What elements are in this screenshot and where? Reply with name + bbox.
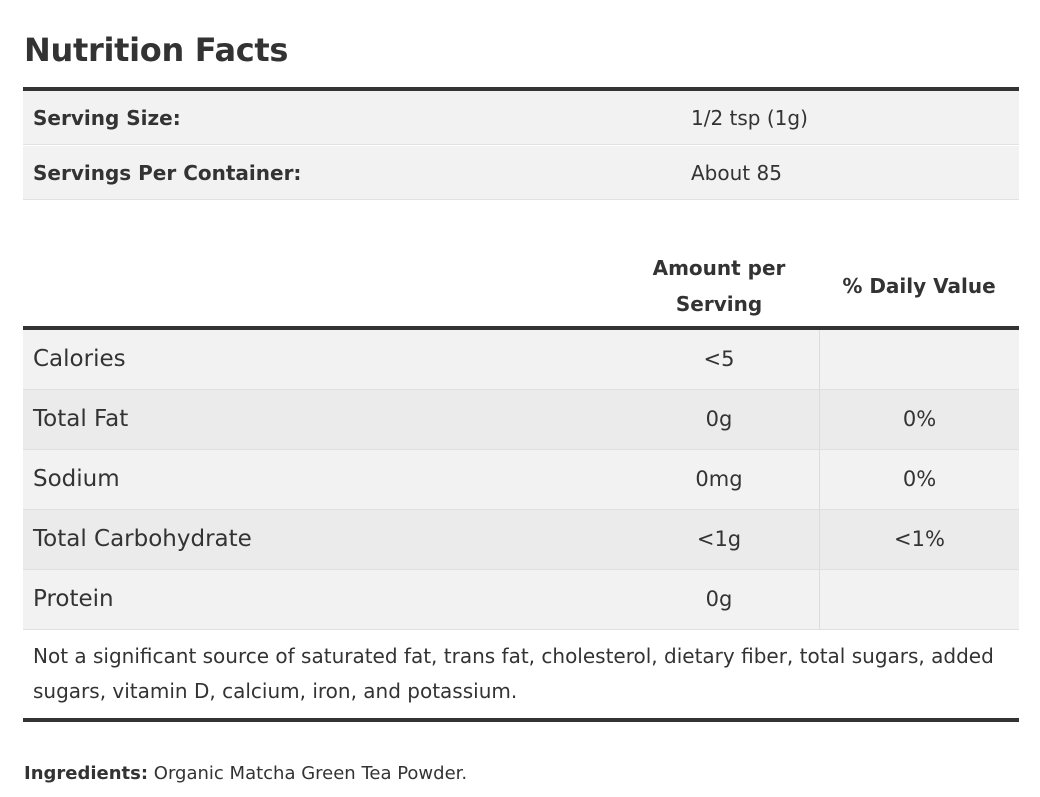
bottom-divider [23,718,1019,722]
page-title: Nutrition Facts [24,31,289,69]
nutrient-daily-value: <1% [819,510,1019,569]
nutrient-name: Sodium [33,466,120,492]
ingredients-line: Ingredients: Organic Matcha Green Tea Po… [24,760,467,788]
serving-size-value: 1/2 tsp (1g) [691,106,808,130]
nutrient-row-total-fat: Total Fat 0g 0% [23,390,1019,450]
nutrient-name: Total Fat [33,406,129,432]
servings-per-container-label: Servings Per Container: [33,161,302,185]
nutrient-daily-value [819,570,1019,629]
nutrition-footnote: Not a significant source of saturated fa… [33,644,994,703]
nutrient-daily-value: 0% [819,390,1019,449]
nutrient-amount: 0mg [695,467,743,491]
nutrient-amount: 0g [705,587,733,611]
nutrient-name: Protein [33,586,114,612]
nutrient-name: Total Carbohydrate [33,526,252,552]
ingredients-label: Ingredients: [24,763,149,784]
amount-header-line1: Amount per [652,256,786,280]
serving-size-label: Serving Size: [33,106,181,130]
nutrient-row-calories: Calories <5 [23,330,1019,390]
ingredients-text: Organic Matcha Green Tea Powder. [148,763,468,784]
nutrient-row-sodium: Sodium 0mg 0% [23,450,1019,510]
top-divider [23,87,1019,91]
nutrient-daily-value: 0% [819,450,1019,509]
daily-value-header-label: % Daily Value [842,274,996,298]
servings-per-container-row: Servings Per Container: About 85 [23,146,1019,200]
nutrient-row-protein: Protein 0g [23,570,1019,630]
nutrient-amount: 0g [705,407,733,431]
serving-size-row: Serving Size: 1/2 tsp (1g) [23,91,1019,145]
nutrient-amount: <1g [696,527,742,551]
amount-per-serving-header: Amount per Serving [619,244,819,328]
amount-header-line2: Serving [675,292,763,316]
servings-per-container-value: About 85 [691,161,782,185]
nutrient-row-total-carbohydrate: Total Carbohydrate <1g <1% [23,510,1019,570]
daily-value-header: % Daily Value [819,244,1019,328]
nutrient-daily-value [819,330,1019,389]
nutrient-amount: <5 [703,347,735,371]
table-header-divider [23,326,1019,330]
nutrient-name: Calories [33,346,126,372]
